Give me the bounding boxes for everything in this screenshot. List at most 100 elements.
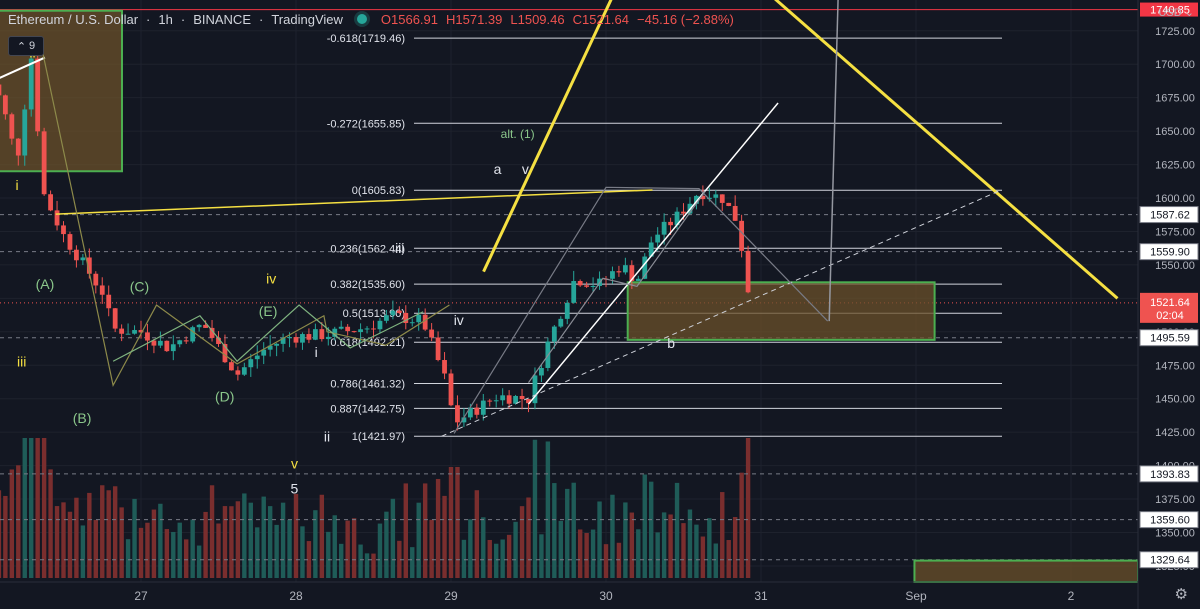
candle[interactable] <box>364 328 370 330</box>
indicator-toggle[interactable]: ⌃ 9 <box>8 36 44 56</box>
candle[interactable] <box>312 329 318 340</box>
candle[interactable] <box>351 331 357 333</box>
candle[interactable] <box>648 242 654 257</box>
candle[interactable] <box>41 131 47 195</box>
candle[interactable] <box>642 256 648 279</box>
currency-selector[interactable]: USD ⌄ <box>1158 6 1194 19</box>
candle[interactable] <box>435 337 441 361</box>
candle[interactable] <box>467 407 473 418</box>
candle[interactable] <box>15 138 21 156</box>
candle[interactable] <box>280 337 286 344</box>
candle[interactable] <box>119 328 125 334</box>
candle[interactable] <box>177 340 183 345</box>
candle[interactable] <box>732 205 738 221</box>
candle[interactable] <box>106 294 112 309</box>
candle[interactable] <box>719 194 725 203</box>
candle[interactable] <box>203 324 208 328</box>
candle[interactable] <box>551 326 557 342</box>
channel-dashed-line[interactable] <box>441 189 1002 437</box>
candle[interactable] <box>519 395 525 400</box>
candle[interactable] <box>448 373 454 406</box>
candle[interactable] <box>2 95 8 115</box>
candle[interactable] <box>241 367 247 375</box>
candle[interactable] <box>384 315 389 321</box>
candle[interactable] <box>300 334 305 343</box>
candle[interactable] <box>429 329 435 338</box>
candle[interactable] <box>539 367 544 376</box>
candle[interactable] <box>138 330 144 333</box>
candle[interactable] <box>261 349 267 356</box>
candle[interactable] <box>409 322 415 324</box>
candle[interactable] <box>157 340 163 346</box>
candle[interactable] <box>74 249 79 261</box>
wave-path[interactable] <box>112 304 424 363</box>
candle[interactable] <box>377 320 383 330</box>
candle[interactable] <box>306 334 312 340</box>
candle[interactable] <box>713 194 719 198</box>
candle[interactable] <box>681 211 686 214</box>
channel-line[interactable] <box>527 102 779 405</box>
candle[interactable] <box>345 326 351 332</box>
yellow-channel-line[interactable] <box>482 0 619 273</box>
candle[interactable] <box>132 330 137 334</box>
candle[interactable] <box>629 265 635 281</box>
candle[interactable] <box>422 314 428 330</box>
candle[interactable] <box>506 395 512 404</box>
candle[interactable] <box>216 337 221 344</box>
candle[interactable] <box>287 337 292 339</box>
candle[interactable] <box>668 221 673 226</box>
candle[interactable] <box>22 109 28 156</box>
candle[interactable] <box>577 281 583 286</box>
candle[interactable] <box>112 308 118 329</box>
candle[interactable] <box>455 405 460 423</box>
candle[interactable] <box>86 257 92 274</box>
candle[interactable] <box>513 395 518 404</box>
candle[interactable] <box>474 407 480 415</box>
candle[interactable] <box>338 326 344 329</box>
candle[interactable] <box>248 359 254 368</box>
candle[interactable] <box>267 345 273 350</box>
yellow-channel-line[interactable] <box>758 0 1119 300</box>
candle[interactable] <box>190 327 196 342</box>
candle[interactable] <box>461 417 467 423</box>
candle[interactable] <box>622 265 628 273</box>
trend-line[interactable] <box>55 189 653 215</box>
candle[interactable] <box>590 286 596 288</box>
candle[interactable] <box>526 399 531 404</box>
candle[interactable] <box>99 285 105 295</box>
candle[interactable] <box>170 344 176 352</box>
target-zone-box[interactable] <box>626 281 936 341</box>
candle[interactable] <box>584 285 590 287</box>
candle[interactable] <box>442 360 447 374</box>
candle[interactable] <box>694 195 699 204</box>
wave-path[interactable] <box>41 48 450 388</box>
candle[interactable] <box>745 250 751 293</box>
candle[interactable] <box>390 310 396 316</box>
symbol-title[interactable]: Ethereum / U.S. Dollar <box>8 11 139 27</box>
candle[interactable] <box>661 221 667 235</box>
projection-line[interactable] <box>828 0 839 322</box>
candle[interactable] <box>325 336 331 340</box>
candle[interactable] <box>54 210 60 226</box>
candle[interactable] <box>480 400 486 415</box>
candle[interactable] <box>274 343 280 346</box>
candle[interactable] <box>532 375 538 404</box>
candle[interactable] <box>700 195 706 200</box>
candle[interactable] <box>229 362 234 371</box>
candle[interactable] <box>655 234 661 243</box>
candle[interactable] <box>610 271 615 279</box>
candle[interactable] <box>564 302 570 319</box>
candle[interactable] <box>9 114 15 139</box>
trend-line[interactable] <box>0 56 46 91</box>
candle[interactable] <box>0 84 2 96</box>
candle[interactable] <box>726 202 732 206</box>
candle[interactable] <box>235 370 241 375</box>
gear-icon[interactable]: ⚙ <box>1174 586 1188 603</box>
candle[interactable] <box>319 329 325 340</box>
candle[interactable] <box>80 257 86 261</box>
candle[interactable] <box>125 333 131 335</box>
candle[interactable] <box>403 312 409 324</box>
wave-path[interactable] <box>453 186 829 434</box>
candle[interactable] <box>635 278 641 281</box>
